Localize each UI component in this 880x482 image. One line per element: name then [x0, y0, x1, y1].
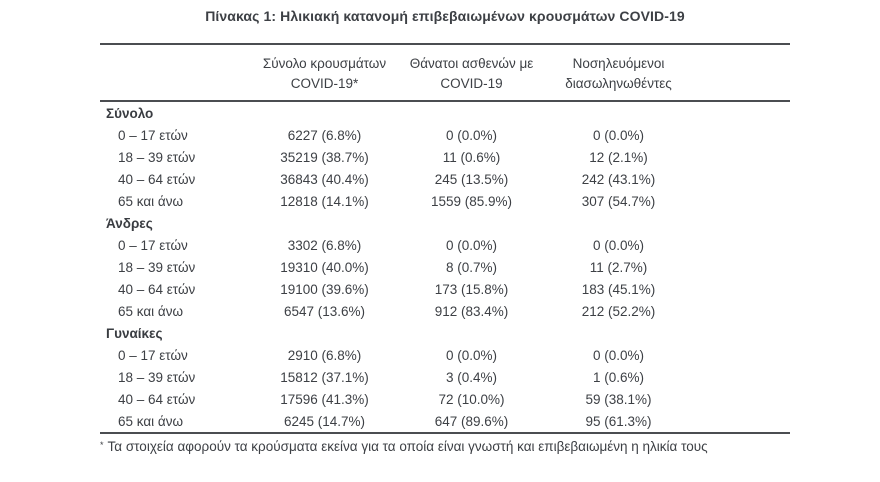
page-title: Πίνακας 1: Ηλικιακή κατανομή επιβεβαιωμέ… — [205, 8, 685, 24]
cell-cases: 3302 (6.8%) — [287, 237, 362, 253]
section-header-men: Άνδρες — [100, 212, 790, 234]
section-label: Άνδρες — [106, 215, 153, 231]
table-header-row: Σύνολο κρουσμάτων COVID-19* Θάνατοι ασθε… — [100, 45, 790, 102]
cell-intubated: 11 (2.7%) — [589, 259, 648, 275]
row-label: 18 – 39 ετών — [118, 259, 196, 275]
row-label: 40 – 64 ετών — [118, 391, 196, 407]
table-row: 65 και άνω 6547 (13.6%) 912 (83.4%) 212 … — [100, 300, 790, 322]
cell-cases: 6547 (13.6%) — [283, 303, 366, 319]
cell-intubated: 95 (61.3%) — [585, 413, 652, 429]
footnote-text: Τα στοιχεία αφορούν τα κρούσματα εκείνα … — [107, 439, 708, 454]
cell-cases: 17596 (41.3%) — [280, 391, 369, 407]
column-header-deaths-line2: COVID-19 — [440, 76, 503, 91]
row-label: 65 και άνω — [118, 303, 184, 319]
cell-cases: 6245 (14.7%) — [283, 413, 366, 429]
table-row: 18 – 39 ετών 35219 (38.7%) 11 (0.6%) 12 … — [100, 146, 790, 168]
section-header-total: Σύνολο — [100, 102, 790, 124]
table-row: 0 – 17 ετών 2910 (6.8%) 0 (0.0%) 0 (0.0%… — [100, 344, 790, 366]
column-header-intubated-line2: διασωληνωθέντες — [565, 76, 672, 91]
footnote-asterisk: * — [100, 440, 104, 450]
cell-deaths: 3 (0.4%) — [445, 369, 498, 385]
table-row: 18 – 39 ετών 15812 (37.1%) 3 (0.4%) 1 (0… — [100, 366, 790, 388]
cell-intubated: 0 (0.0%) — [592, 347, 645, 363]
cell-cases: 19310 (40.0%) — [280, 259, 369, 275]
column-header-deaths-line1: Θάνατοι ασθενών με — [409, 56, 534, 71]
age-distribution-table: Σύνολο κρουσμάτων COVID-19* Θάνατοι ασθε… — [100, 43, 790, 434]
cell-intubated: 212 (52.2%) — [581, 303, 656, 319]
cell-deaths: 245 (13.5%) — [434, 171, 509, 187]
table-row: 0 – 17 ετών 6227 (6.8%) 0 (0.0%) 0 (0.0%… — [100, 124, 790, 146]
row-label: 65 και άνω — [118, 193, 184, 209]
cell-cases: 19100 (39.6%) — [280, 281, 369, 297]
column-header-deaths: Θάνατοι ασθενών με COVID-19 — [398, 45, 545, 100]
cell-intubated: 0 (0.0%) — [592, 237, 645, 253]
cell-deaths: 11 (0.6%) — [442, 149, 501, 165]
cell-cases: 35219 (38.7%) — [280, 149, 369, 165]
cell-intubated: 59 (38.1%) — [585, 391, 652, 407]
cell-intubated: 12 (2.1%) — [589, 149, 648, 165]
cell-deaths: 72 (10.0%) — [438, 391, 505, 407]
cell-intubated: 1 (0.6%) — [592, 369, 645, 385]
table-row: 0 – 17 ετών 3302 (6.8%) 0 (0.0%) 0 (0.0%… — [100, 234, 790, 256]
section-header-women: Γυναίκες — [100, 322, 790, 344]
cell-deaths: 173 (15.8%) — [434, 281, 509, 297]
row-label: 18 – 39 ετών — [118, 369, 196, 385]
row-label: 40 – 64 ετών — [118, 281, 196, 297]
cell-deaths: 912 (83.4%) — [434, 303, 509, 319]
cell-deaths: 0 (0.0%) — [445, 237, 498, 253]
table-row: 65 και άνω 12818 (14.1%) 1559 (85.9%) 30… — [100, 190, 790, 212]
row-label: 18 – 39 ετών — [118, 149, 196, 165]
cell-deaths: 1559 (85.9%) — [430, 193, 513, 209]
cell-deaths: 647 (89.6%) — [434, 413, 509, 429]
cell-cases: 12818 (14.1%) — [280, 193, 369, 209]
table-row: 65 και άνω 6245 (14.7%) 647 (89.6%) 95 (… — [100, 410, 790, 432]
cell-intubated: 0 (0.0%) — [592, 127, 645, 143]
column-header-intubated: Νοσηλευόμενοι διασωληνωθέντες — [545, 45, 692, 100]
row-label: 0 – 17 ετών — [118, 347, 188, 363]
table-row: 40 – 64 ετών 19100 (39.6%) 173 (15.8%) 1… — [100, 278, 790, 300]
cell-intubated: 183 (45.1%) — [581, 281, 656, 297]
column-header-cases-line2: COVID-19* — [290, 76, 359, 91]
column-header-cases: Σύνολο κρουσμάτων COVID-19* — [251, 45, 398, 100]
cell-cases: 2910 (6.8%) — [287, 347, 362, 363]
column-header-intubated-line1: Νοσηλευόμενοι — [572, 56, 665, 71]
table-row: 18 – 39 ετών 19310 (40.0%) 8 (0.7%) 11 (… — [100, 256, 790, 278]
table-row: 40 – 64 ετών 17596 (41.3%) 72 (10.0%) 59… — [100, 388, 790, 410]
cell-intubated: 307 (54.7%) — [581, 193, 656, 209]
cell-cases: 6227 (6.8%) — [287, 127, 362, 143]
cell-deaths: 8 (0.7%) — [445, 259, 498, 275]
cell-intubated: 242 (43.1%) — [581, 171, 656, 187]
row-label: 40 – 64 ετών — [118, 171, 196, 187]
table-footnote: * Τα στοιχεία αφορούν τα κρούσματα εκείνα… — [100, 438, 800, 456]
cell-deaths: 0 (0.0%) — [445, 347, 498, 363]
cell-deaths: 0 (0.0%) — [445, 127, 498, 143]
table-row: 40 – 64 ετών 36843 (40.4%) 245 (13.5%) 2… — [100, 168, 790, 190]
cell-cases: 15812 (37.1%) — [280, 369, 369, 385]
column-header-cases-line1: Σύνολο κρουσμάτων — [262, 56, 387, 71]
section-label: Σύνολο — [106, 105, 154, 121]
row-label: 0 – 17 ετών — [118, 127, 188, 143]
row-label: 0 – 17 ετών — [118, 237, 188, 253]
row-label: 65 και άνω — [118, 413, 184, 429]
cell-cases: 36843 (40.4%) — [280, 171, 369, 187]
section-label: Γυναίκες — [106, 325, 163, 341]
